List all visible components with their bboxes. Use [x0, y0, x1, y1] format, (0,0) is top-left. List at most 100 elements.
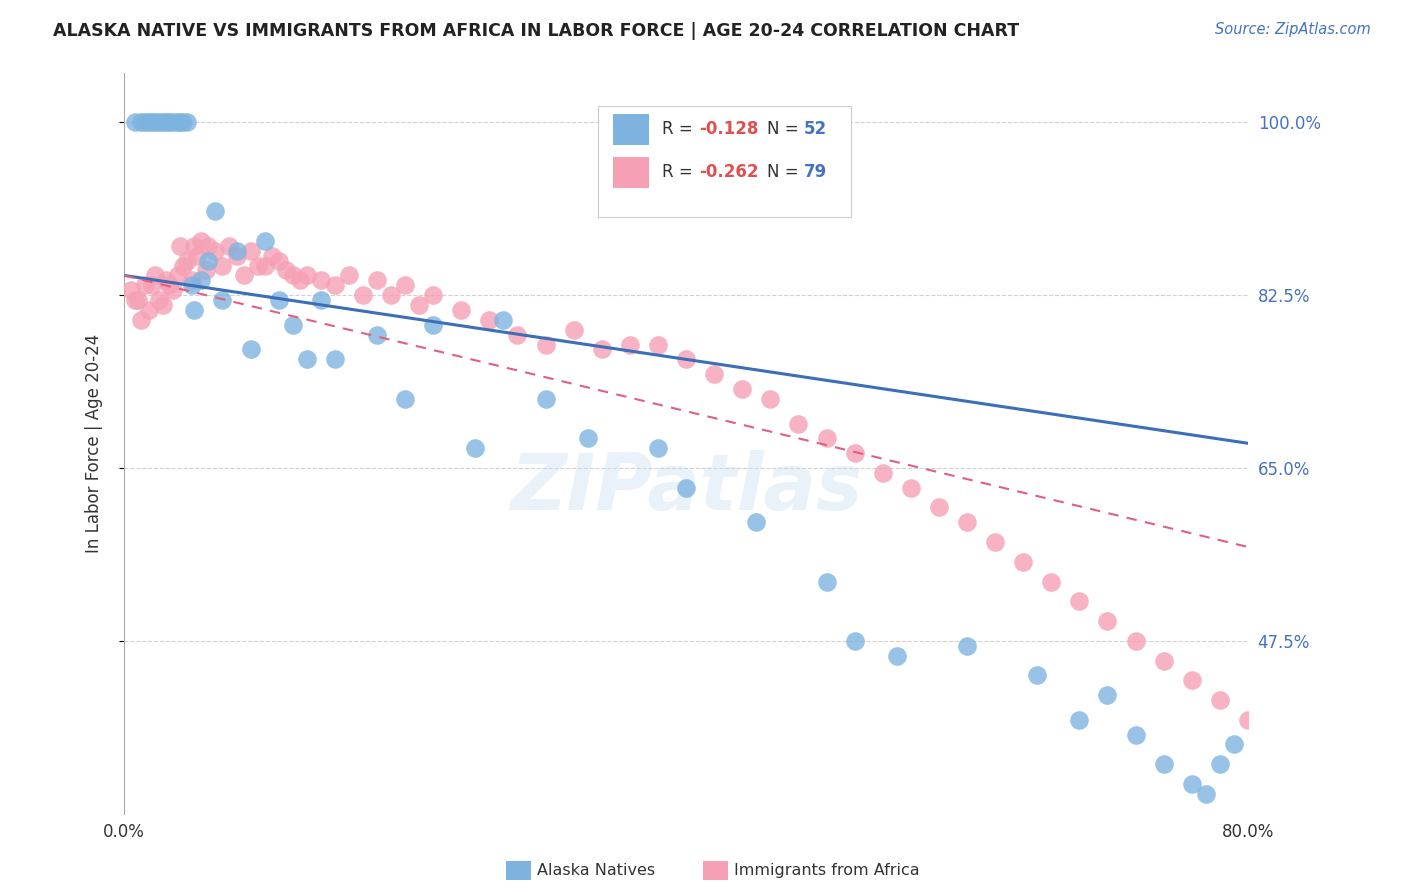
Point — [1181, 673, 1204, 688]
Point — [183, 239, 205, 253]
Text: 79: 79 — [804, 163, 827, 181]
Point — [1237, 713, 1260, 727]
Point — [464, 441, 486, 455]
Point — [886, 648, 908, 663]
Point — [844, 446, 866, 460]
Point — [844, 633, 866, 648]
Point — [1040, 574, 1063, 589]
Point — [1097, 614, 1119, 628]
Point — [127, 293, 149, 307]
Point — [169, 239, 191, 253]
Point — [253, 234, 276, 248]
Point — [1350, 791, 1372, 805]
Point — [180, 278, 202, 293]
Point — [281, 268, 304, 283]
Point — [1181, 777, 1204, 791]
Point — [815, 431, 838, 445]
Point — [787, 417, 810, 431]
Point — [1153, 757, 1175, 772]
Point — [295, 268, 318, 283]
Point — [129, 115, 152, 129]
Point — [337, 268, 360, 283]
Text: 52: 52 — [804, 120, 827, 138]
Point — [172, 259, 194, 273]
Point — [619, 337, 641, 351]
Point — [211, 259, 233, 273]
Point — [956, 639, 979, 653]
Point — [143, 115, 166, 129]
Point — [120, 283, 142, 297]
Point — [141, 278, 163, 293]
Point — [1322, 772, 1344, 786]
Point — [422, 318, 444, 332]
Point — [492, 313, 515, 327]
Point — [309, 293, 332, 307]
Point — [166, 268, 188, 283]
Point — [190, 273, 212, 287]
Point — [1195, 787, 1218, 801]
Point — [323, 278, 346, 293]
Point — [815, 574, 838, 589]
FancyBboxPatch shape — [613, 157, 650, 188]
Text: Source: ZipAtlas.com: Source: ZipAtlas.com — [1215, 22, 1371, 37]
Point — [647, 441, 669, 455]
Point — [246, 259, 269, 273]
Point — [176, 115, 198, 129]
Point — [380, 288, 402, 302]
Point — [956, 516, 979, 530]
Point — [124, 115, 146, 129]
Point — [155, 273, 177, 287]
Point — [745, 516, 768, 530]
Point — [1223, 738, 1246, 752]
Point — [1265, 732, 1288, 747]
Point — [204, 244, 226, 258]
Point — [253, 259, 276, 273]
Point — [176, 253, 198, 268]
Point — [1097, 688, 1119, 702]
Point — [194, 263, 217, 277]
Point — [218, 239, 240, 253]
Point — [260, 249, 283, 263]
Text: Immigrants from Africa: Immigrants from Africa — [734, 863, 920, 878]
Text: ALASKA NATIVE VS IMMIGRANTS FROM AFRICA IN LABOR FORCE | AGE 20-24 CORRELATION C: ALASKA NATIVE VS IMMIGRANTS FROM AFRICA … — [53, 22, 1019, 40]
Point — [162, 115, 184, 129]
Point — [591, 343, 613, 357]
Point — [166, 115, 188, 129]
Point — [506, 327, 529, 342]
Point — [169, 115, 191, 129]
Point — [408, 298, 430, 312]
Point — [759, 392, 782, 406]
Point — [148, 293, 170, 307]
Point — [155, 115, 177, 129]
Point — [197, 239, 219, 253]
Point — [309, 273, 332, 287]
Point — [172, 115, 194, 129]
Y-axis label: In Labor Force | Age 20-24: In Labor Force | Age 20-24 — [86, 334, 103, 553]
Point — [152, 115, 174, 129]
Point — [267, 253, 290, 268]
Point — [1069, 713, 1091, 727]
Point — [281, 318, 304, 332]
Point — [1294, 752, 1316, 766]
Point — [190, 234, 212, 248]
Text: N =: N = — [766, 163, 804, 181]
Point — [366, 327, 388, 342]
Point — [394, 278, 416, 293]
Point — [141, 115, 163, 129]
Text: R =: R = — [662, 120, 699, 138]
Point — [134, 278, 156, 293]
Text: ZIPatlas: ZIPatlas — [510, 450, 862, 525]
Text: -0.128: -0.128 — [700, 120, 759, 138]
Point — [143, 268, 166, 283]
Point — [323, 352, 346, 367]
Point — [225, 244, 247, 258]
Point — [1012, 555, 1035, 569]
Point — [267, 293, 290, 307]
Point — [186, 249, 208, 263]
Point — [232, 268, 254, 283]
Point — [129, 313, 152, 327]
Point — [183, 303, 205, 318]
Point — [703, 367, 725, 381]
Point — [576, 431, 599, 445]
Point — [1209, 693, 1232, 707]
